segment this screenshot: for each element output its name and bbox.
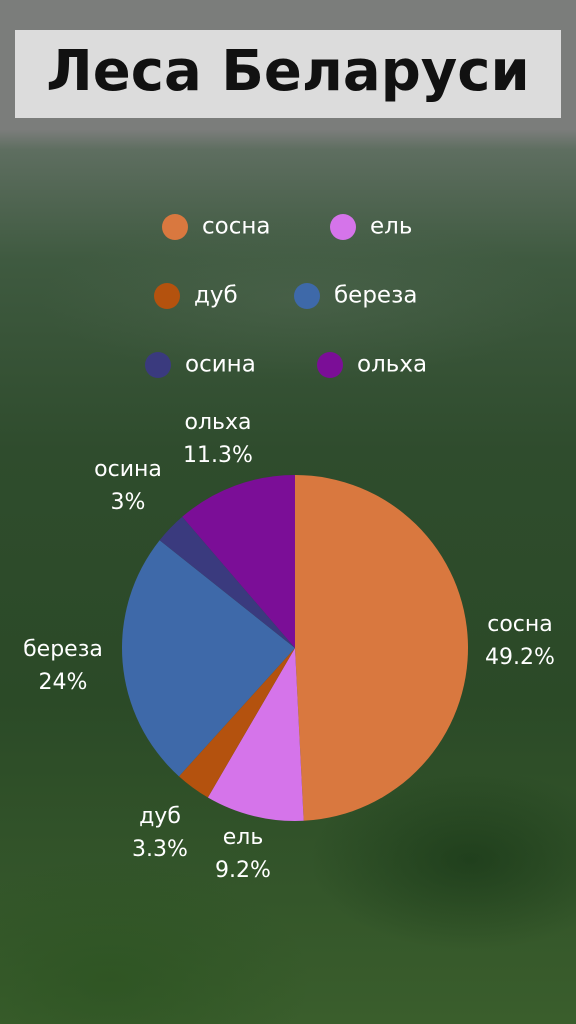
data-label-value: 3% <box>111 490 146 515</box>
legend-label: сосна <box>202 214 271 240</box>
title-box <box>15 30 561 118</box>
data-label-value: 11.3% <box>183 443 253 468</box>
pie-slice <box>159 516 295 648</box>
pie-slice <box>295 475 468 821</box>
data-label-name: ольха <box>185 410 252 435</box>
data-label-name: осина <box>94 457 162 482</box>
data-label-name: ель <box>223 825 264 850</box>
data-label-name: береза <box>23 637 103 662</box>
data-label-name: сосна <box>487 612 553 637</box>
pie-slice <box>121 540 296 777</box>
pie-slice <box>178 648 295 798</box>
legend-marker <box>294 283 320 309</box>
chart-title: Леса Беларуси <box>46 39 529 104</box>
data-label-name: дуб <box>139 804 181 829</box>
pie-slice <box>182 475 295 648</box>
legend-label: береза <box>334 283 417 309</box>
data-label-value: 24% <box>39 670 88 695</box>
pie-slice <box>207 648 304 821</box>
legend-label: осина <box>185 352 256 378</box>
legend-marker <box>154 283 180 309</box>
legend-marker <box>330 214 356 240</box>
legend-label: ольха <box>357 352 427 378</box>
legend-marker <box>162 214 188 240</box>
legend-label: дуб <box>194 283 238 309</box>
data-label-value: 9.2% <box>215 858 271 883</box>
legend-marker <box>145 352 171 378</box>
data-label-value: 49.2% <box>485 645 555 670</box>
data-label-value: 3.3% <box>132 837 188 862</box>
legend-marker <box>317 352 343 378</box>
legend-label: ель <box>370 214 412 240</box>
